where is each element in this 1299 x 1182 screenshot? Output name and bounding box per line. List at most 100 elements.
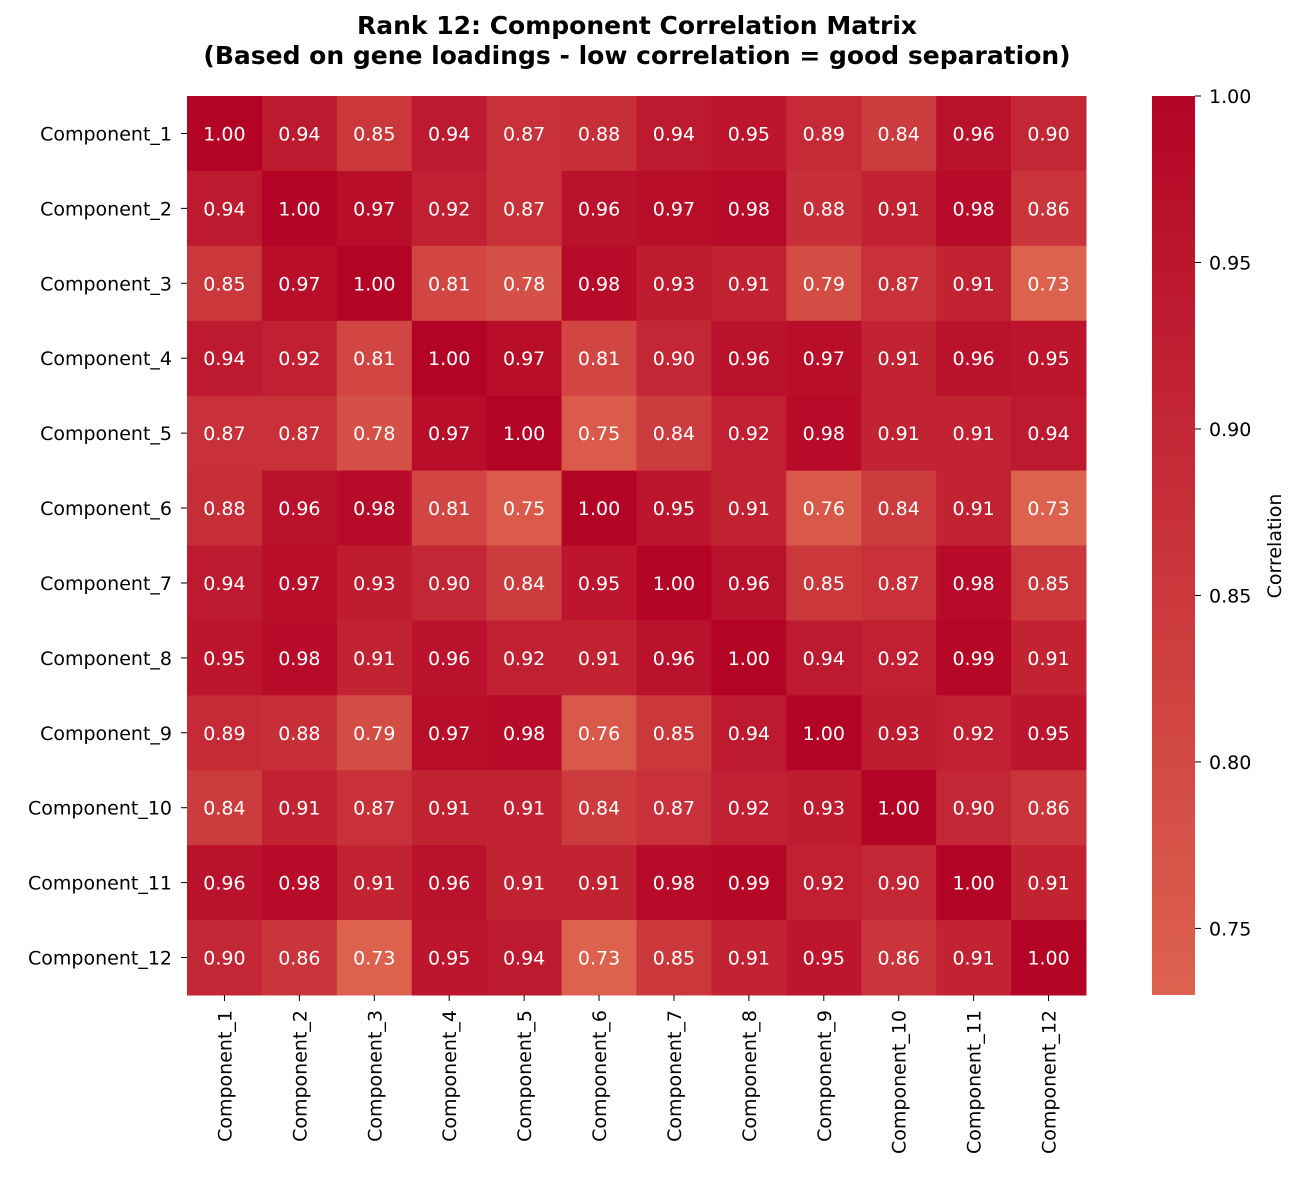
heatmap-cell — [936, 320, 1012, 397]
heatmap-cell — [936, 620, 1012, 696]
heatmap-cell — [861, 770, 937, 846]
colorbar-ticks: 1.00 0.95 0.90 0.85 0.80 0.75 — [1195, 86, 1251, 940]
heatmap-cell-value: 0.97 — [653, 198, 695, 220]
heatmap-cell — [561, 545, 637, 621]
heatmap-cell — [187, 545, 263, 621]
heatmap-cell-value: 0.96 — [428, 648, 470, 670]
heatmap-cell-value: 0.92 — [503, 648, 545, 670]
colorbar-tick-label: 0.85 — [1209, 585, 1251, 607]
heatmap-cell — [636, 96, 712, 172]
heatmap-cell-value: 0.95 — [728, 123, 770, 145]
heatmap-cell — [861, 170, 937, 247]
heatmap-cell-value: 0.84 — [203, 798, 245, 820]
heatmap-cell — [786, 395, 862, 472]
heatmap-cell-value: 0.91 — [503, 873, 545, 895]
heatmap-cell-value: 0.96 — [653, 648, 695, 670]
heatmap-cell-value: 0.95 — [428, 948, 470, 970]
heatmap-cell — [786, 545, 862, 621]
heatmap-cell-value: 1.00 — [428, 348, 470, 370]
x-tick-label: Component_12 — [1039, 1010, 1061, 1154]
y-tick-label: Component_4 — [40, 348, 172, 370]
heatmap-cell-value: 0.88 — [578, 123, 620, 145]
x-axis-tick-labels: Component_1 Component_2 Component_3 Compone… — [214, 995, 1061, 1154]
heatmap-cell — [786, 245, 862, 322]
heatmap-cell-value: 0.81 — [428, 273, 470, 295]
heatmap-cell — [486, 770, 563, 846]
heatmap-cell-value: 0.94 — [203, 573, 245, 595]
heatmap-cell — [861, 620, 937, 696]
heatmap-cell-value: 0.99 — [728, 873, 770, 895]
heatmap-cell — [261, 470, 338, 546]
heatmap-cell-value: 0.92 — [803, 873, 845, 895]
heatmap-cell — [711, 395, 787, 472]
heatmap-cell-value: 0.86 — [878, 948, 920, 970]
heatmap-cell — [936, 845, 1012, 921]
heatmap-cell-value: 0.85 — [653, 723, 695, 745]
heatmap-cell-value: 0.81 — [578, 348, 620, 370]
heatmap-cell-value: 0.73 — [1027, 498, 1069, 520]
heatmap-cell — [1011, 470, 1087, 546]
x-tick-label: Component_2 — [289, 1010, 311, 1142]
heatmap-cell — [936, 920, 1012, 996]
heatmap-cell — [711, 470, 787, 546]
heatmap-cell-value: 0.97 — [353, 198, 395, 220]
heatmap-cell — [336, 770, 413, 846]
heatmap-cell — [636, 920, 712, 996]
heatmap-cell — [336, 545, 413, 621]
heatmap-cell-value: 0.91 — [952, 273, 994, 295]
heatmap-cell-value: 0.84 — [878, 123, 920, 145]
heatmap-cell — [561, 245, 637, 322]
y-tick-label: Component_8 — [40, 648, 172, 670]
heatmap-cell — [336, 170, 413, 247]
heatmap-cell — [711, 620, 787, 696]
heatmap-cell — [261, 320, 338, 397]
heatmap-cell-value: 0.92 — [952, 723, 994, 745]
heatmap-cell — [336, 96, 413, 172]
heatmap-cell — [936, 245, 1012, 322]
x-tick-label: Component_6 — [589, 1010, 611, 1142]
heatmap-cell-value: 0.96 — [578, 198, 620, 220]
x-tick-label: Component_1 — [214, 1010, 236, 1142]
heatmap-cell — [187, 470, 263, 546]
heatmap-cell — [636, 470, 712, 546]
heatmap-cell — [636, 620, 712, 696]
heatmap-cell-value: 0.75 — [503, 498, 545, 520]
y-tick-label: Component_5 — [40, 423, 172, 445]
heatmap-cell-value: 0.84 — [878, 498, 920, 520]
heatmap-cell — [561, 620, 637, 696]
heatmap-cell-value: 0.97 — [278, 573, 320, 595]
heatmap-cell — [261, 920, 338, 996]
heatmap-cell-value: 0.92 — [728, 798, 770, 820]
heatmap-cell-value: 0.87 — [278, 423, 320, 445]
heatmap-cell — [786, 170, 862, 247]
heatmap-cell-value: 0.87 — [878, 573, 920, 595]
heatmap-cell-value: 0.91 — [952, 423, 994, 445]
heatmap-cell — [561, 695, 637, 771]
heatmap-cell — [636, 845, 712, 921]
heatmap-cell — [636, 320, 712, 397]
heatmap-cell — [711, 920, 787, 996]
heatmap-cell — [1011, 96, 1087, 172]
heatmap-cell — [636, 770, 712, 846]
heatmap-cell — [336, 470, 413, 546]
chart-title: Rank 12: Component Correlation Matrix — [357, 11, 917, 40]
heatmap-cell-value: 0.79 — [803, 273, 845, 295]
heatmap-cell-value: 0.88 — [803, 198, 845, 220]
heatmap-cell-value: 0.93 — [353, 573, 395, 595]
heatmap-cell-value: 0.98 — [952, 198, 994, 220]
heatmap-cell-value: 0.94 — [1027, 423, 1069, 445]
heatmap-cell-value: 0.76 — [578, 723, 620, 745]
heatmap-cell — [936, 695, 1012, 771]
heatmap-cell-value: 0.98 — [803, 423, 845, 445]
heatmap-cell-value: 0.96 — [952, 348, 994, 370]
heatmap-cell — [187, 245, 263, 322]
heatmap-cell — [786, 470, 862, 546]
x-tick-label: Component_9 — [814, 1010, 836, 1142]
heatmap-cell — [336, 395, 413, 472]
heatmap-cell — [187, 96, 263, 172]
y-tick-label: Component_12 — [28, 948, 172, 970]
heatmap-cell — [561, 96, 637, 172]
heatmap-cell-value: 0.78 — [353, 423, 395, 445]
heatmap-cell-value: 1.00 — [952, 873, 994, 895]
